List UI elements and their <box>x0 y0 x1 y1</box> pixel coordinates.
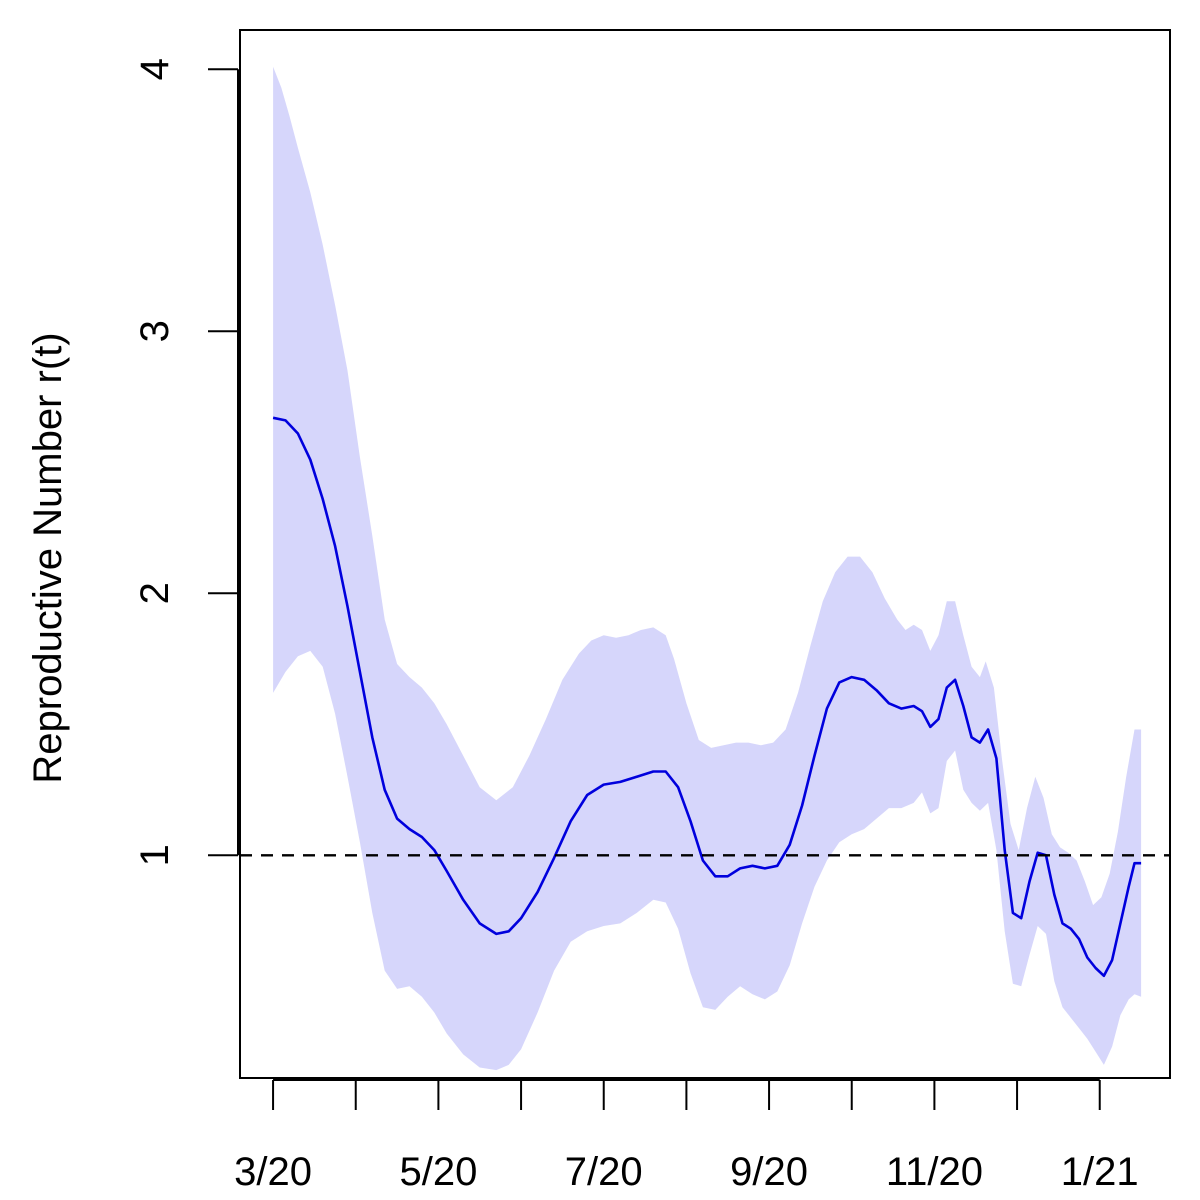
x-tick-label: 9/20 <box>730 1150 808 1194</box>
x-tick-label: 5/20 <box>399 1150 477 1194</box>
y-axis: 1 2 3 4 <box>133 58 239 866</box>
plot-frame <box>239 29 1171 1079</box>
confidence-band-layer <box>273 66 1142 1071</box>
y-axis-title: Reproductive Number r(t) <box>26 332 70 783</box>
x-tick-label: 7/20 <box>565 1150 643 1194</box>
x-tick-label: 3/20 <box>234 1150 312 1194</box>
estimate-line <box>272 416 1142 978</box>
y-tick-label: 1 <box>133 844 177 866</box>
y-tick-label: 4 <box>133 58 177 80</box>
x-axis: 3/20 5/20 7/20 9/20 11/20 1/21 <box>234 1079 1139 1194</box>
y-tick-label: 2 <box>133 582 177 604</box>
x-tick-label: 1/21 <box>1061 1150 1139 1194</box>
confidence-band <box>273 66 1142 1071</box>
y-tick-label: 3 <box>133 320 177 342</box>
estimate-line-layer <box>272 416 1142 978</box>
x-tick-label: 11/20 <box>886 1150 983 1194</box>
